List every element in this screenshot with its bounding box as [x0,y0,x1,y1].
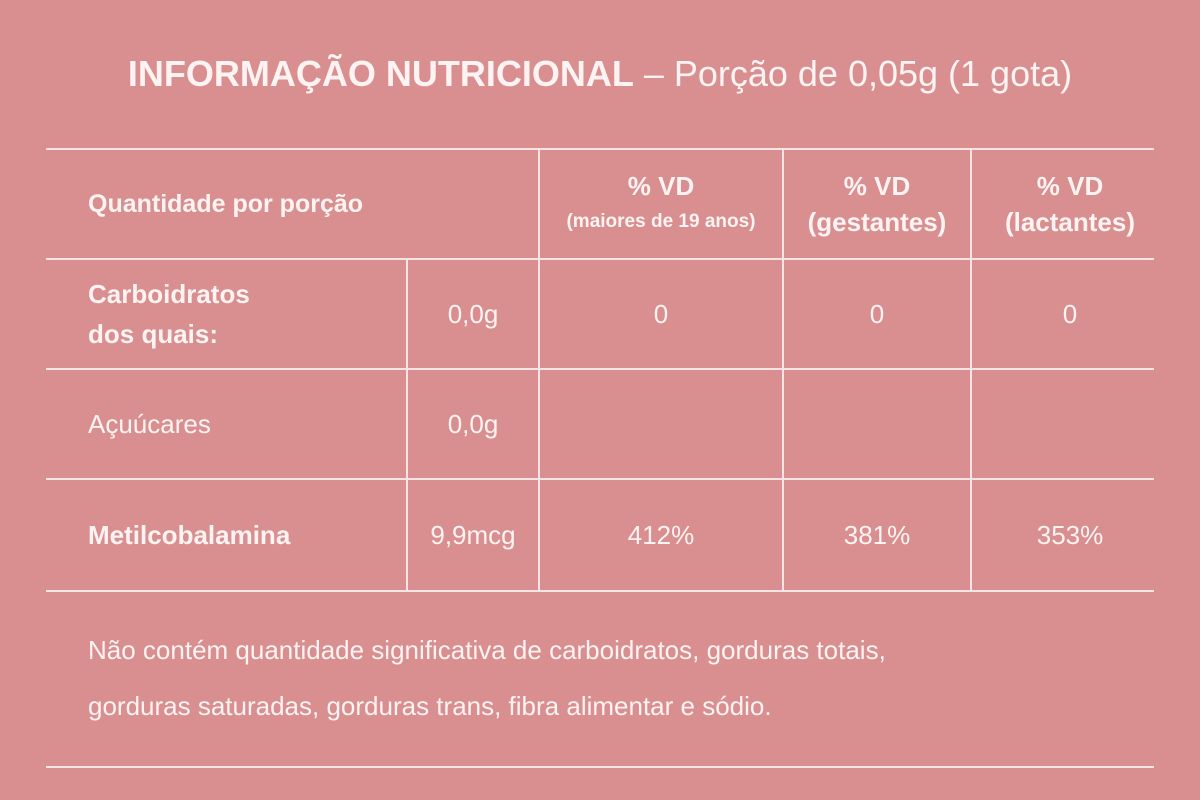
carbs-label-line1: Carboidratos [88,279,250,309]
row-sugars-amount: 0,0g [447,408,499,439]
nutrition-title: INFORMAÇÃO NUTRICIONAL – Porção de 0,05g (… [0,44,1200,104]
row-divider-2 [46,478,1154,480]
row-divider-1 [46,368,1154,370]
table-top-border [46,148,1154,150]
row-methylcobalamin-vd-pregnant: 381% [843,519,911,550]
row-sugars-vd-lactating [972,370,1168,478]
table-bottom-border [46,590,1154,592]
vd-adults-title: % VD [627,171,695,201]
footnote-line1: Não contém quantidade significativa de c… [88,635,886,665]
amount-column-divider [406,258,408,592]
header-divider [46,258,1154,260]
vd-lactating-subtitle: (lactantes) [1004,207,1136,237]
nutrition-footnote: Não contém quantidade significativa de c… [88,622,1148,734]
row-sugars-label: Açuúcares [88,409,211,439]
header-vd-lactating: % VD (lactantes) [972,150,1168,258]
vd-lactating-title: % VD [1036,171,1104,201]
row-sugars-vd-adults [540,370,782,478]
row-methylcobalamin-label: Metilcobalamina [88,520,291,550]
header-vd-adults: % VD (maiores de 19 anos) [540,150,782,258]
row-carbs-vd-pregnant: 0 [869,298,885,329]
vd-pregnant-subtitle: (gestantes) [807,207,947,237]
row-carbs-amount: 0,0g [447,298,499,329]
vd-column-divider-2 [782,148,784,592]
vd-pregnant-title: % VD [843,171,911,201]
title-bold: INFORMAÇÃO NUTRICIONAL [127,53,634,94]
vd-column-divider-3 [970,148,972,592]
vd-adults-subtitle: (maiores de 19 anos) [566,211,756,232]
header-vd-pregnant: % VD (gestantes) [784,150,970,258]
carbs-label-line2: dos quais: [88,319,219,349]
footnote-line2: gorduras saturadas, gorduras trans, fibr… [88,691,772,721]
row-carbs-vd-lactating: 0 [1062,298,1078,329]
row-methylcobalamin-amount: 9,9mcg [430,519,516,550]
title-portion: Porção de 0,05g (1 gota) [673,53,1073,94]
row-carbs-vd-adults: 0 [653,298,669,329]
note-bottom-border [46,766,1154,768]
row-methylcobalamin-vd-lactating: 353% [1036,519,1104,550]
row-methylcobalamin-vd-adults: 412% [627,519,695,550]
title-separator: – [643,53,664,94]
header-quantity-label: Quantidade por porção [88,189,364,218]
row-carbs-label: Carboidratos dos quais: [88,260,406,368]
vd-column-divider-1 [538,148,540,592]
row-sugars-vd-pregnant [784,370,970,478]
